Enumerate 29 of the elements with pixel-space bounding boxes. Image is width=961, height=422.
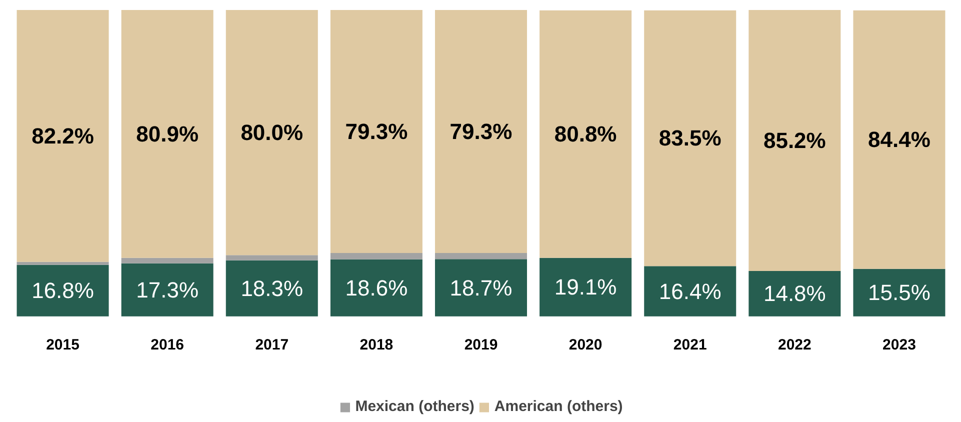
legend-label: Mexican (others) <box>355 398 474 415</box>
data-label: 85.2% <box>763 128 826 154</box>
data-label: 79.3% <box>345 119 408 144</box>
x-tick-label: 2019 <box>464 336 498 354</box>
data-label: 18.3% <box>240 276 304 301</box>
data-label: 82.2% <box>32 123 94 148</box>
x-tick-label: 2016 <box>150 336 184 354</box>
legend-label: American (others) <box>494 398 623 415</box>
data-label: 80.0% <box>240 120 304 146</box>
data-label: 18.7% <box>450 275 512 300</box>
data-label: 80.8% <box>554 122 617 147</box>
x-tick-label: 2015 <box>46 336 80 354</box>
data-label: 17.3% <box>136 277 199 302</box>
x-tick-label: 2023 <box>882 336 916 354</box>
data-label: 16.8% <box>32 278 94 304</box>
x-tick-label: 2017 <box>255 336 289 354</box>
x-tick-label: 2022 <box>778 336 812 354</box>
x-tick-label: 2021 <box>673 336 707 354</box>
data-label: 15.5% <box>868 280 930 306</box>
data-label: 14.8% <box>763 281 826 306</box>
data-label: 16.4% <box>658 278 722 304</box>
data-label: 80.9% <box>136 121 199 146</box>
x-tick-label: 2018 <box>360 336 394 354</box>
data-label: 18.6% <box>345 275 408 300</box>
data-label: 84.4% <box>868 127 930 152</box>
data-label: 19.1% <box>554 274 617 300</box>
data-label: 83.5% <box>658 126 722 151</box>
x-tick-label: 2020 <box>568 336 602 354</box>
data-label: 79.3% <box>450 119 512 144</box>
